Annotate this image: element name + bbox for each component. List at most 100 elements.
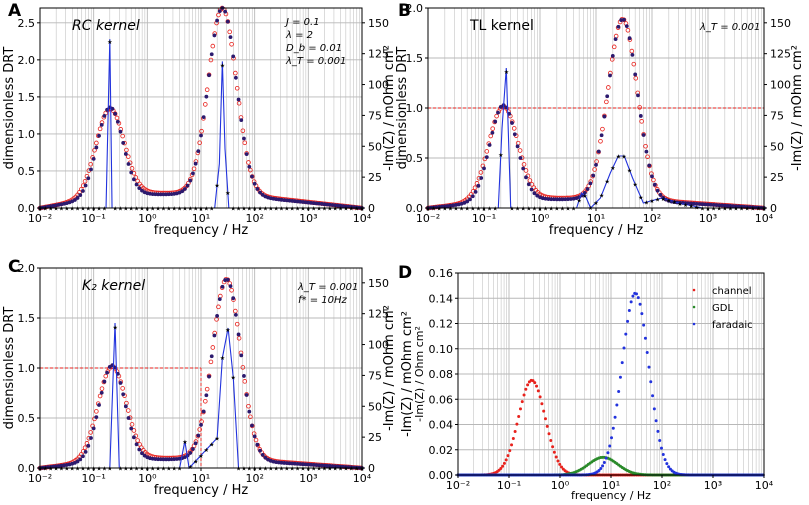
drt-marker: ★ (728, 206, 733, 213)
drt-marker: ★ (134, 466, 139, 473)
drt-marker: ★ (214, 183, 219, 190)
data-point--im-z--data (512, 132, 517, 137)
drt-marker: ★ (717, 206, 722, 213)
data-point--im-z--data (137, 447, 142, 452)
x-tick-label: 10³ (704, 479, 722, 492)
data-point--im-z--model (248, 414, 253, 420)
x-tick-label: 10⁰ (551, 479, 570, 492)
data-point--im-z--data (239, 353, 244, 358)
y-right-tick-label: 75 (368, 109, 382, 122)
drt-marker: ★ (166, 466, 171, 473)
drt-marker: ★ (739, 206, 744, 213)
data-point--im-z--data (72, 198, 77, 202)
panel-c-param-2: f* = 10Hz (298, 295, 348, 306)
data-point-faradaic (629, 300, 633, 304)
x-tick-label: 10⁻² (28, 472, 52, 485)
panel-a-data: ★ ★ ★ ★ ★ ★ ★ ★ ★ ★ ★★★ ★ ★ ★ ★ ★ ★ ★ ★ ★ ★ ★ ★ ★ ★ ★ ★★★★★ ★ ★ ★ ★ ★ ★ ★… (37, 5, 365, 213)
panel-letter-d: D (398, 263, 412, 283)
data-point--im-z--data (97, 133, 101, 138)
drt-marker: ★ (188, 206, 193, 213)
drt-marker: ★ (354, 206, 359, 213)
data-point--im-z--data (102, 113, 107, 118)
drt-marker: ★ (182, 206, 187, 213)
data-point-channel (552, 450, 556, 454)
panel-letter-a: A (8, 1, 22, 21)
data-point--im-z--model (488, 133, 494, 139)
drt-marker: ★ (70, 466, 75, 473)
drt-marker: ★ (560, 206, 565, 213)
data-point--im-z--model (600, 126, 605, 132)
drt-marker: ★ (284, 466, 289, 473)
panel-a-title: RC kernel (72, 18, 140, 34)
drt-marker: ★ (487, 206, 492, 213)
panel-c-ylabel: dimensionless DRT (2, 307, 17, 430)
data-point--im-z--data (115, 119, 120, 124)
y-tick-label: 2.5 (18, 17, 36, 30)
panel-d: D 10⁻² 10⁻¹ 10⁰ 10¹ 10² 10³ 10⁴ 0.00 0.02 0.04 0.0… (398, 263, 774, 502)
data-point--im-z--data (185, 183, 190, 188)
data-point-faradaic (663, 458, 667, 462)
data-point--im-z--data (81, 454, 85, 459)
data-point--im-z--model (511, 126, 517, 131)
data-point-channel (513, 430, 517, 434)
data-point--im-z--model (643, 143, 648, 149)
data-point--im-z--data (633, 72, 638, 77)
drt-marker: ★ (295, 206, 300, 213)
data-point--im-z--data (602, 114, 607, 119)
data-point-channel (527, 380, 531, 384)
data-point--im-z--data (75, 196, 80, 200)
drt-marker: ★ (134, 206, 139, 213)
data-point--im-z--data (510, 121, 514, 125)
data-point-faradaic (627, 308, 631, 312)
data-point--im-z--model (208, 359, 214, 365)
data-point--im-z--data (123, 152, 128, 156)
y-tick-label: 1.5 (406, 52, 424, 65)
data-point--im-z--data (193, 441, 198, 446)
data-point--im-z--model (246, 160, 251, 165)
data-point--im-z--data (91, 157, 96, 161)
drt-marker: ★ (509, 206, 514, 213)
data-point-faradaic (651, 394, 655, 398)
data-point--im-z--data (180, 189, 185, 194)
data-point--im-z--data (630, 52, 635, 57)
drt-marker: ★ (311, 206, 316, 213)
data-point--im-z--data (585, 187, 590, 191)
data-point--im-z--model (604, 99, 609, 105)
drt-marker: ★ (193, 206, 198, 213)
data-point-faradaic (604, 456, 608, 460)
data-point--im-z--data (599, 133, 604, 138)
drt-marker: ★ (161, 206, 166, 213)
drt-marker: ★ (756, 206, 761, 213)
panel-d-legend: channel GDL faradaic (692, 286, 753, 331)
panel-a-param-1: J = 0.1 (284, 17, 320, 28)
panel-a-ylabel-right: -Im(Z) / mOhm cm² (382, 45, 397, 171)
drt-marker: ★ (257, 466, 262, 473)
drt-marker: ★ (532, 206, 537, 213)
data-point--im-z--data (121, 392, 126, 397)
drt-marker: ★ (593, 200, 598, 207)
drt-marker: ★ (204, 206, 209, 213)
data-point--im-z--data (490, 130, 495, 135)
data-point-faradaic (601, 464, 605, 468)
data-point-faradaic (626, 319, 630, 323)
data-point-faradaic (597, 468, 601, 472)
panel-a-ylabel: dimensionless DRT (2, 47, 17, 170)
drt-marker: ★ (220, 62, 225, 69)
data-point--im-z--model (97, 393, 103, 399)
drt-marker: ★ (43, 206, 48, 213)
data-point--im-z--model (216, 12, 221, 18)
drt-marker: ★ (268, 466, 273, 473)
data-point--im-z--model (625, 27, 631, 33)
drt-marker: ★ (193, 459, 198, 466)
x-tick-label: 10⁴ (353, 212, 372, 225)
data-point--im-z--data (129, 426, 134, 431)
data-point--im-z--data (588, 181, 593, 186)
y-right-tick-label: 75 (368, 369, 382, 382)
data-point--im-z--data (182, 187, 187, 191)
drt-marker: ★ (86, 206, 91, 213)
data-point--im-z--model (94, 409, 99, 414)
drt-marker: ★ (263, 466, 268, 473)
data-point-channel (504, 458, 508, 462)
drt-marker: ★ (343, 466, 348, 473)
data-point--im-z--data (102, 379, 107, 384)
